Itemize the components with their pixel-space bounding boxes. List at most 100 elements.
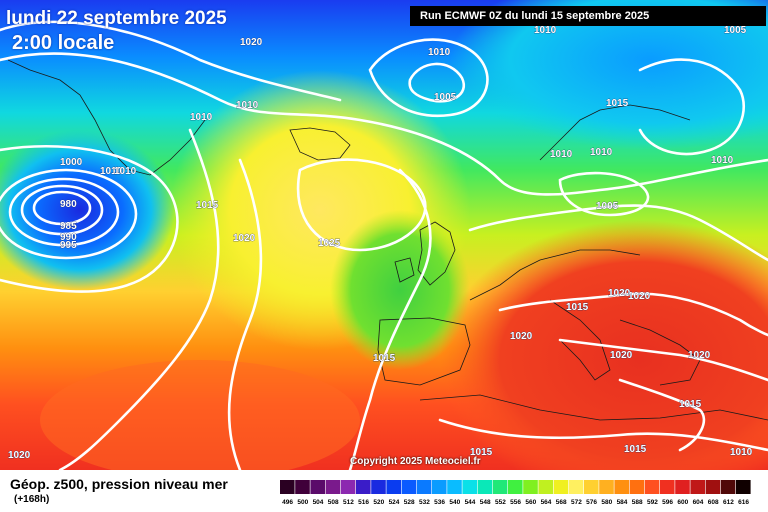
scale-swatch xyxy=(492,480,508,494)
scale-label: 536 xyxy=(434,499,445,506)
scale-swatch xyxy=(416,480,432,494)
isobar-line xyxy=(438,418,768,452)
scale-swatch xyxy=(614,480,629,494)
legend-panel: Géop. z500, pression niveau mer (+168h) … xyxy=(0,470,768,512)
scale-label: 524 xyxy=(389,499,400,506)
scale-label: 616 xyxy=(738,499,749,506)
isobar-line xyxy=(8,177,120,247)
isobar-label-1015-d: 1015 xyxy=(373,353,396,364)
scale-label: 568 xyxy=(556,499,567,506)
ireland-coast xyxy=(394,257,415,283)
isobar-lines xyxy=(0,20,768,470)
scale-label: 580 xyxy=(601,499,612,506)
isobar-label-1010-e: 1010 xyxy=(114,166,137,177)
scale-swatch xyxy=(675,480,690,494)
scale-label: 544 xyxy=(465,499,476,506)
isobar-labels: 1020 1010 1010 1005 1010 1000 1010 1010 … xyxy=(8,25,753,462)
scale-label: 552 xyxy=(495,499,506,506)
scale-labels: 496 500 504 508 512 516 520 524 528 532 536 540 544 5… xyxy=(282,499,749,506)
scale-swatch xyxy=(477,480,493,494)
scale-swatch xyxy=(553,480,569,494)
scale-label: 504 xyxy=(313,499,324,506)
isobar-label-1025: 1025 xyxy=(318,238,341,249)
isobar-line xyxy=(0,52,768,196)
isobar-label-1005-a: 1005 xyxy=(434,92,457,103)
isobar-line xyxy=(498,292,768,337)
scale-swatch xyxy=(340,480,356,494)
scale-swatch xyxy=(690,480,705,494)
scale-label: 500 xyxy=(297,499,308,506)
scale-swatch xyxy=(401,480,417,494)
scale-label: 604 xyxy=(693,499,704,506)
scandinavia-coast xyxy=(539,104,691,161)
scale-swatch xyxy=(568,480,584,494)
isobar-line xyxy=(20,184,104,236)
isobar-line xyxy=(368,38,489,118)
scale-swatch xyxy=(447,480,462,494)
isobar-label-1020-e: 1020 xyxy=(510,331,533,342)
scale-swatch xyxy=(736,480,751,494)
isobar-label-985: 985 xyxy=(60,221,77,232)
isobar-label-1010-a: 1010 xyxy=(236,100,259,111)
isobar-label-1015-f: 1015 xyxy=(470,447,493,458)
southwest-warm-area xyxy=(40,360,360,470)
weather-map: 1020 1010 1010 1005 1010 1000 1010 1010 … xyxy=(0,0,768,470)
scale-label: 584 xyxy=(617,499,628,506)
isobar-line xyxy=(32,190,92,226)
scale-label: 588 xyxy=(632,499,643,506)
scale-label: 572 xyxy=(571,499,582,506)
northeast-cold-area xyxy=(450,0,768,150)
isobar-line xyxy=(468,204,768,262)
isobar-label-1020-g: 1020 xyxy=(688,350,711,361)
isobar-line xyxy=(638,58,745,156)
scale-label: 608 xyxy=(708,499,719,506)
isobar-label-1020-a: 1020 xyxy=(240,37,263,48)
isobar-label-1015-c: 1015 xyxy=(566,302,589,313)
map-canvas: 1020 1010 1010 1005 1010 1000 1010 1010 … xyxy=(0,0,768,470)
coastlines xyxy=(7,59,768,421)
scale-swatches xyxy=(280,480,751,494)
isobar-label-1010-i: 1010 xyxy=(730,447,753,458)
scale-swatch xyxy=(295,480,310,494)
greenland-coast xyxy=(7,59,206,176)
scale-swatch xyxy=(280,480,295,494)
isobar-label-1020-b: 1020 xyxy=(233,233,256,244)
north-africa-coast xyxy=(419,394,768,421)
isobar-label-1010-c: 1010 xyxy=(190,112,213,123)
isobar-label-1010-g: 1010 xyxy=(590,147,613,158)
isobar-label-1020-c: 1020 xyxy=(608,288,631,299)
scale-label: 528 xyxy=(404,499,415,506)
scale-swatch xyxy=(356,480,371,494)
scale-swatch xyxy=(310,480,325,494)
isobar-label-1015-a: 1015 xyxy=(196,200,219,211)
scale-swatch xyxy=(629,480,645,494)
scale-label: 564 xyxy=(541,499,552,506)
copyright-notice: Copyright 2025 Meteociel.fr xyxy=(350,456,481,467)
legend-title: Géop. z500, pression niveau mer xyxy=(10,476,228,492)
balkans-coast xyxy=(619,319,701,386)
scale-swatch xyxy=(371,480,386,494)
isobar-line xyxy=(0,168,138,260)
scale-label: 520 xyxy=(373,499,384,506)
scale-label: 540 xyxy=(449,499,460,506)
color-scale: 496 500 504 508 512 516 520 524 528 532 536 540 544 5… xyxy=(280,480,751,506)
scale-swatch xyxy=(325,480,341,494)
scale-label: 612 xyxy=(723,499,734,506)
scale-label: 508 xyxy=(328,499,339,506)
isobar-label-1010-j: 1010 xyxy=(534,25,557,36)
scale-label: 496 xyxy=(282,499,293,506)
scale-label: 532 xyxy=(419,499,430,506)
model-run-banner: Run ECMWF 0Z du lundi 15 septembre 2025 xyxy=(410,6,766,26)
scale-swatch xyxy=(462,480,477,494)
scale-label: 600 xyxy=(677,499,688,506)
isobar-line xyxy=(0,145,179,293)
scale-label: 576 xyxy=(586,499,597,506)
forecast-lead-time: (+168h) xyxy=(14,494,50,505)
scale-label: 560 xyxy=(525,499,536,506)
isobar-label-980: 980 xyxy=(60,199,77,210)
isobar-label-1010-b: 1010 xyxy=(428,47,451,58)
scale-swatch xyxy=(523,480,538,494)
isobar-label-1020-d: 1020 xyxy=(628,291,651,302)
scale-label: 516 xyxy=(358,499,369,506)
scale-swatch xyxy=(584,480,599,494)
